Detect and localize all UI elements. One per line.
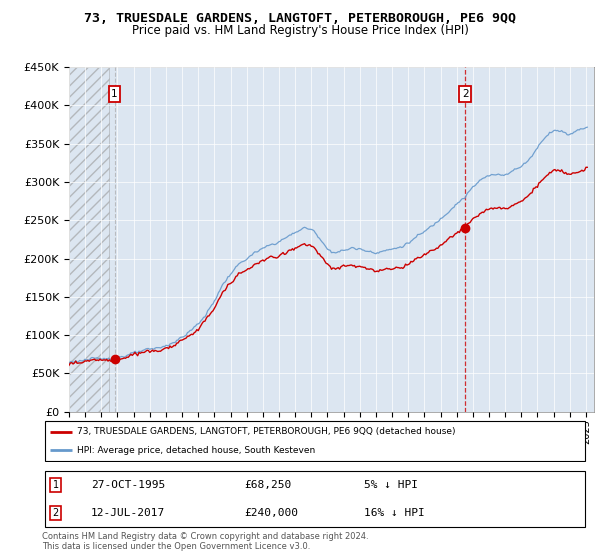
FancyBboxPatch shape	[45, 421, 585, 461]
Text: 2: 2	[462, 89, 469, 99]
Bar	[69, 67, 109, 412]
Text: £240,000: £240,000	[244, 508, 298, 518]
Text: Price paid vs. HM Land Registry's House Price Index (HPI): Price paid vs. HM Land Registry's House …	[131, 24, 469, 36]
FancyBboxPatch shape	[45, 470, 585, 528]
Text: 27-OCT-1995: 27-OCT-1995	[91, 480, 166, 490]
Text: HPI: Average price, detached house, South Kesteven: HPI: Average price, detached house, Sout…	[77, 446, 316, 455]
Text: 73, TRUESDALE GARDENS, LANGTOFT, PETERBOROUGH, PE6 9QQ (detached house): 73, TRUESDALE GARDENS, LANGTOFT, PETERBO…	[77, 427, 456, 436]
Text: 73, TRUESDALE GARDENS, LANGTOFT, PETERBOROUGH, PE6 9QQ: 73, TRUESDALE GARDENS, LANGTOFT, PETERBO…	[84, 12, 516, 25]
Text: 2: 2	[53, 508, 59, 518]
Text: 1: 1	[53, 480, 59, 490]
Text: 12-JUL-2017: 12-JUL-2017	[91, 508, 166, 518]
Text: Contains HM Land Registry data © Crown copyright and database right 2024.
This d: Contains HM Land Registry data © Crown c…	[42, 532, 368, 552]
Text: 16% ↓ HPI: 16% ↓ HPI	[364, 508, 425, 518]
Text: 1: 1	[111, 89, 118, 99]
Bar	[69, 67, 109, 412]
Text: £68,250: £68,250	[244, 480, 291, 490]
Text: 5% ↓ HPI: 5% ↓ HPI	[364, 480, 418, 490]
